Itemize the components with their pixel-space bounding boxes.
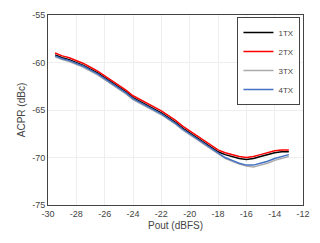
svg-text:-30: -30: [41, 209, 54, 219]
svg-text:-24: -24: [126, 209, 139, 219]
svg-text:-18: -18: [211, 209, 224, 219]
svg-text:3TX: 3TX: [278, 67, 293, 76]
svg-text:Pout (dBFS): Pout (dBFS): [148, 220, 203, 231]
svg-text:-60: -60: [32, 58, 45, 68]
svg-text:-26: -26: [98, 209, 111, 219]
svg-text:2TX: 2TX: [278, 48, 293, 57]
svg-text:-14: -14: [268, 209, 281, 219]
svg-text:4TX: 4TX: [278, 86, 293, 95]
svg-text:-75: -75: [32, 200, 45, 210]
svg-text:1TX: 1TX: [278, 29, 293, 38]
svg-text:ACPR (dBc): ACPR (dBc): [16, 83, 27, 137]
svg-text:-28: -28: [70, 209, 83, 219]
svg-text:-22: -22: [155, 209, 168, 219]
svg-text:-70: -70: [32, 153, 45, 163]
svg-text:-20: -20: [183, 209, 196, 219]
svg-text:-16: -16: [240, 209, 253, 219]
svg-text:-65: -65: [32, 105, 45, 115]
svg-text:-55: -55: [32, 10, 45, 20]
svg-text:-12: -12: [296, 209, 309, 219]
